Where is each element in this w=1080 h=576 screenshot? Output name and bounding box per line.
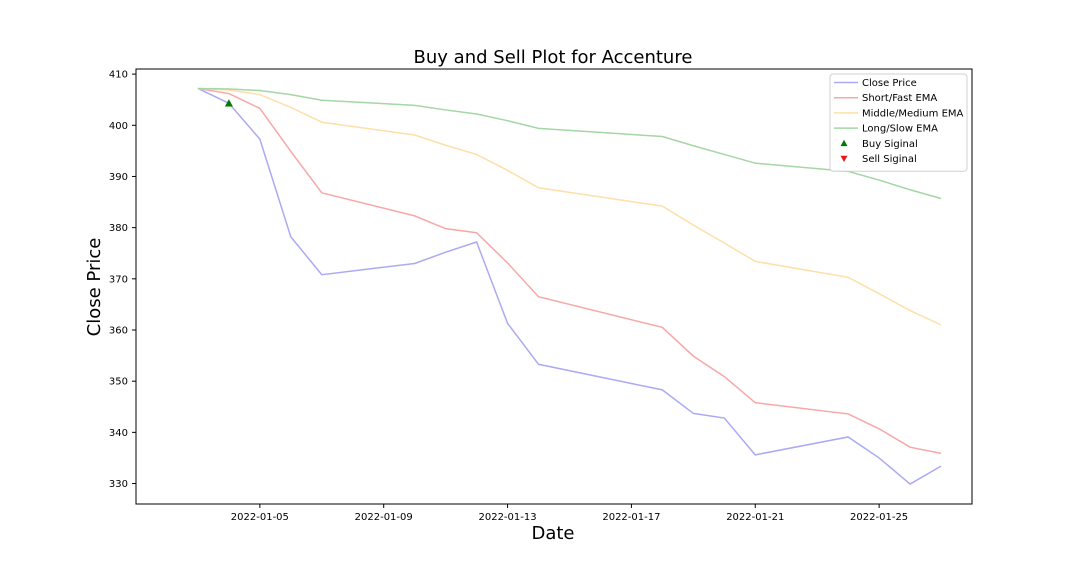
axes-layer: 330 340 350 360 370 380 390 400 410 2022-01-05 202… — [109, 70, 908, 523]
y-tick-label: 370 — [109, 274, 128, 285]
y-tick-label: 380 — [109, 223, 128, 234]
y-tick-label: 330 — [109, 479, 128, 490]
legend-label: Close Price — [862, 78, 917, 89]
series-line-short-fast-ema — [197, 87, 942, 455]
legend-swatch-sell-marker — [840, 155, 848, 162]
legend-item-close-price: Close Price — [834, 78, 917, 89]
x-tick-label: 2022-01-13 — [478, 512, 536, 523]
x-tick-label: 2022-01-09 — [355, 512, 413, 523]
y-tick-label: 410 — [109, 70, 128, 81]
y-axis-title: Close Price — [84, 238, 105, 337]
legend-item-short-fast-ema: Short/Fast EMA — [834, 93, 937, 104]
legend-item-middle-medium-ema: Middle/Medium EMA — [834, 108, 964, 119]
legend-label: Long/Slow EMA — [862, 124, 938, 135]
x-tick-label: 2022-01-05 — [231, 512, 289, 523]
y-tick-label: 390 — [109, 172, 128, 183]
x-tick-label: 2022-01-25 — [850, 512, 908, 523]
y-tick-label: 360 — [109, 326, 128, 337]
series-line-close-price — [197, 87, 942, 485]
legend-item-sell-siginal: Sell Siginal — [840, 154, 917, 165]
x-tick-label: 2022-01-21 — [726, 512, 784, 523]
x-tick-label: 2022-01-17 — [602, 512, 660, 523]
legend-box — [829, 73, 968, 172]
y-tick-label: 400 — [109, 121, 128, 132]
legend-item-long-slow-ema: Long/Slow EMA — [834, 124, 938, 135]
plot-layer — [197, 87, 942, 485]
y-tick-label: 350 — [109, 377, 128, 388]
buy-signal-marker — [224, 99, 233, 107]
x-axis-title: Date — [531, 523, 574, 544]
series-line-long-slow-ema — [197, 87, 942, 200]
legend-label: Buy Siginal — [862, 139, 918, 150]
legend-label: Sell Siginal — [862, 154, 917, 165]
legend: Close Price Short/Fast EMA Middle/Medium E… — [829, 73, 968, 172]
legend-swatch-buy-marker — [840, 139, 848, 147]
series-line-middle-medium-ema — [197, 87, 942, 326]
legend-label: Short/Fast EMA — [862, 93, 937, 104]
plot-frame — [135, 68, 973, 505]
legend-label: Middle/Medium EMA — [862, 108, 964, 119]
chart-title: Buy and Sell Plot for Accenture — [414, 47, 693, 68]
y-tick-label: 340 — [109, 428, 128, 439]
legend-item-buy-siginal: Buy Siginal — [840, 139, 918, 150]
